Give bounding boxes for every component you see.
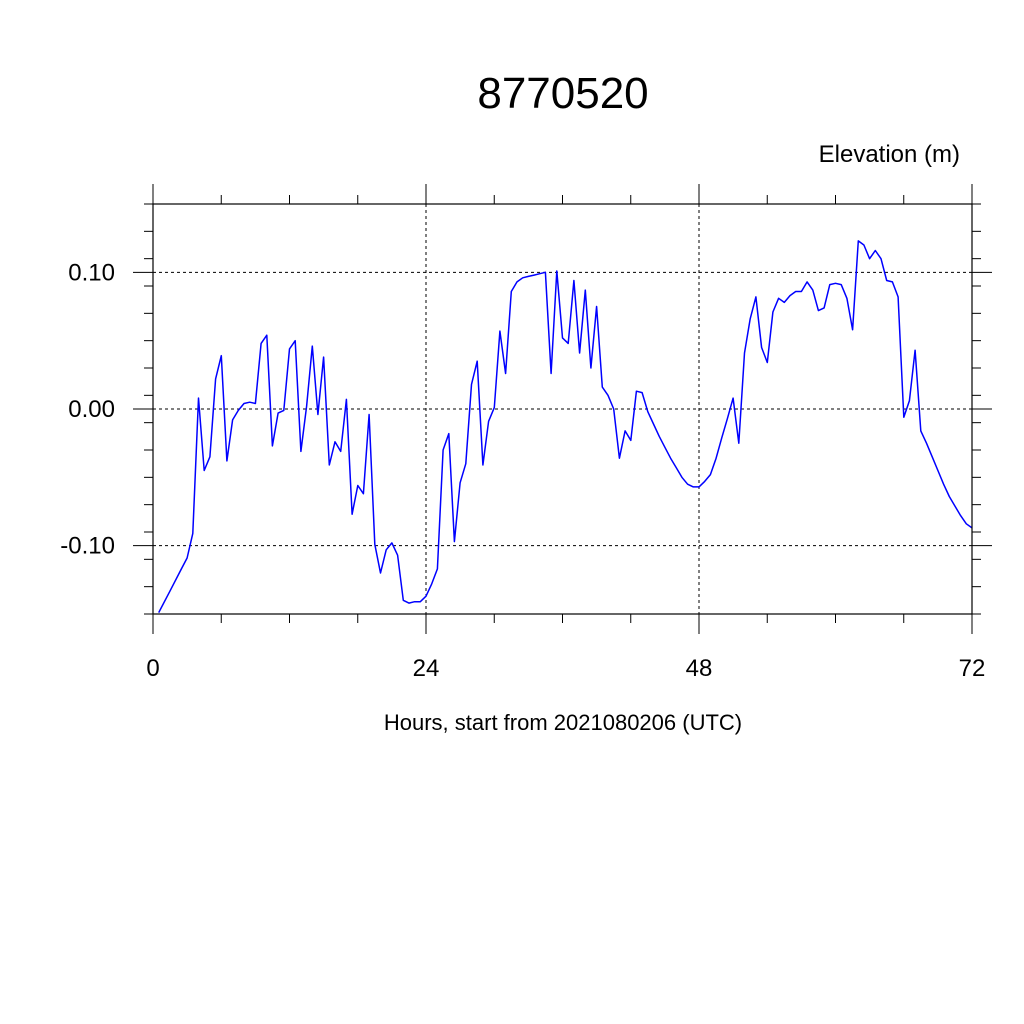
chart-title: 8770520 bbox=[477, 69, 648, 118]
grid-lines bbox=[153, 204, 972, 614]
x-tick-label: 24 bbox=[413, 655, 440, 682]
x-axis-label: Hours, start from 2021080206 (UTC) bbox=[384, 710, 742, 735]
x-tick-label: 0 bbox=[146, 655, 159, 682]
x-tick-label: 48 bbox=[686, 655, 713, 682]
y-tick-label: 0.00 bbox=[68, 396, 115, 423]
y-tick-label: 0.10 bbox=[68, 259, 115, 286]
series-layer bbox=[158, 240, 973, 613]
tick-labels: 0 24 48 72 -0.10 0.00 0.10 bbox=[60, 259, 985, 682]
x-tick-label: 72 bbox=[959, 655, 986, 682]
elevation-series-line bbox=[158, 240, 973, 613]
y-tick-label: -0.10 bbox=[60, 533, 115, 560]
unit-label: Elevation (m) bbox=[819, 141, 960, 168]
tick-marks bbox=[133, 184, 992, 634]
